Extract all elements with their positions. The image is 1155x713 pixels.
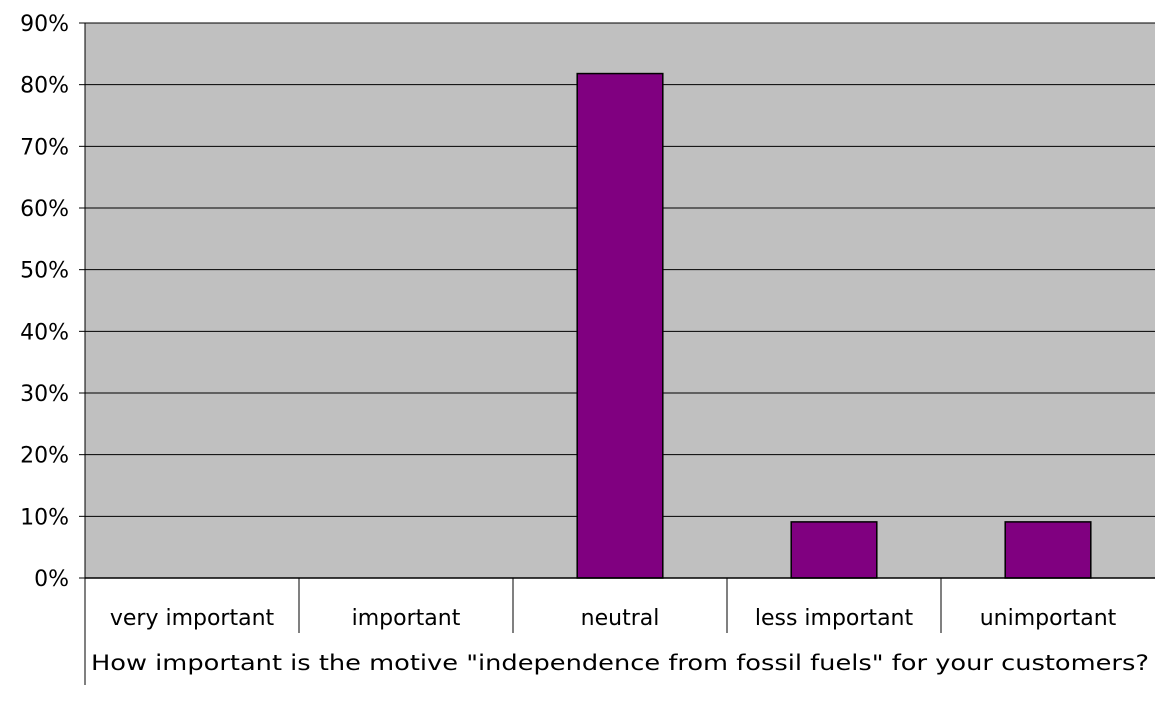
x-category-label: neutral <box>581 606 660 631</box>
bars <box>576 72 1092 579</box>
x-axis-title: How important is the motive "independenc… <box>91 651 1149 675</box>
bar-neutral <box>576 72 664 579</box>
bar-unimportant <box>1004 521 1092 579</box>
y-tick-label: 0% <box>34 567 69 592</box>
x-category-label: important <box>352 606 461 631</box>
y-tick-label: 30% <box>20 382 69 407</box>
bar-less-important <box>790 521 878 579</box>
y-tick-label: 10% <box>20 505 69 530</box>
x-category-label: less important <box>755 606 914 631</box>
y-tick-label: 60% <box>20 197 69 222</box>
y-tick-label: 80% <box>20 74 69 99</box>
x-category-label: unimportant <box>980 606 1117 631</box>
x-axis: very important important neutral less impor… <box>85 577 1155 633</box>
y-tick-label: 90% <box>20 12 69 37</box>
y-axis: 0% 10% 20% 30% 40% 50% 60% 70% 80% 90% <box>20 12 86 685</box>
y-tick-label: 50% <box>20 259 69 284</box>
y-tick-label: 70% <box>20 135 69 160</box>
x-category-label: very important <box>110 606 275 631</box>
y-tick-label: 20% <box>20 444 69 469</box>
y-tick-label: 40% <box>20 320 69 345</box>
